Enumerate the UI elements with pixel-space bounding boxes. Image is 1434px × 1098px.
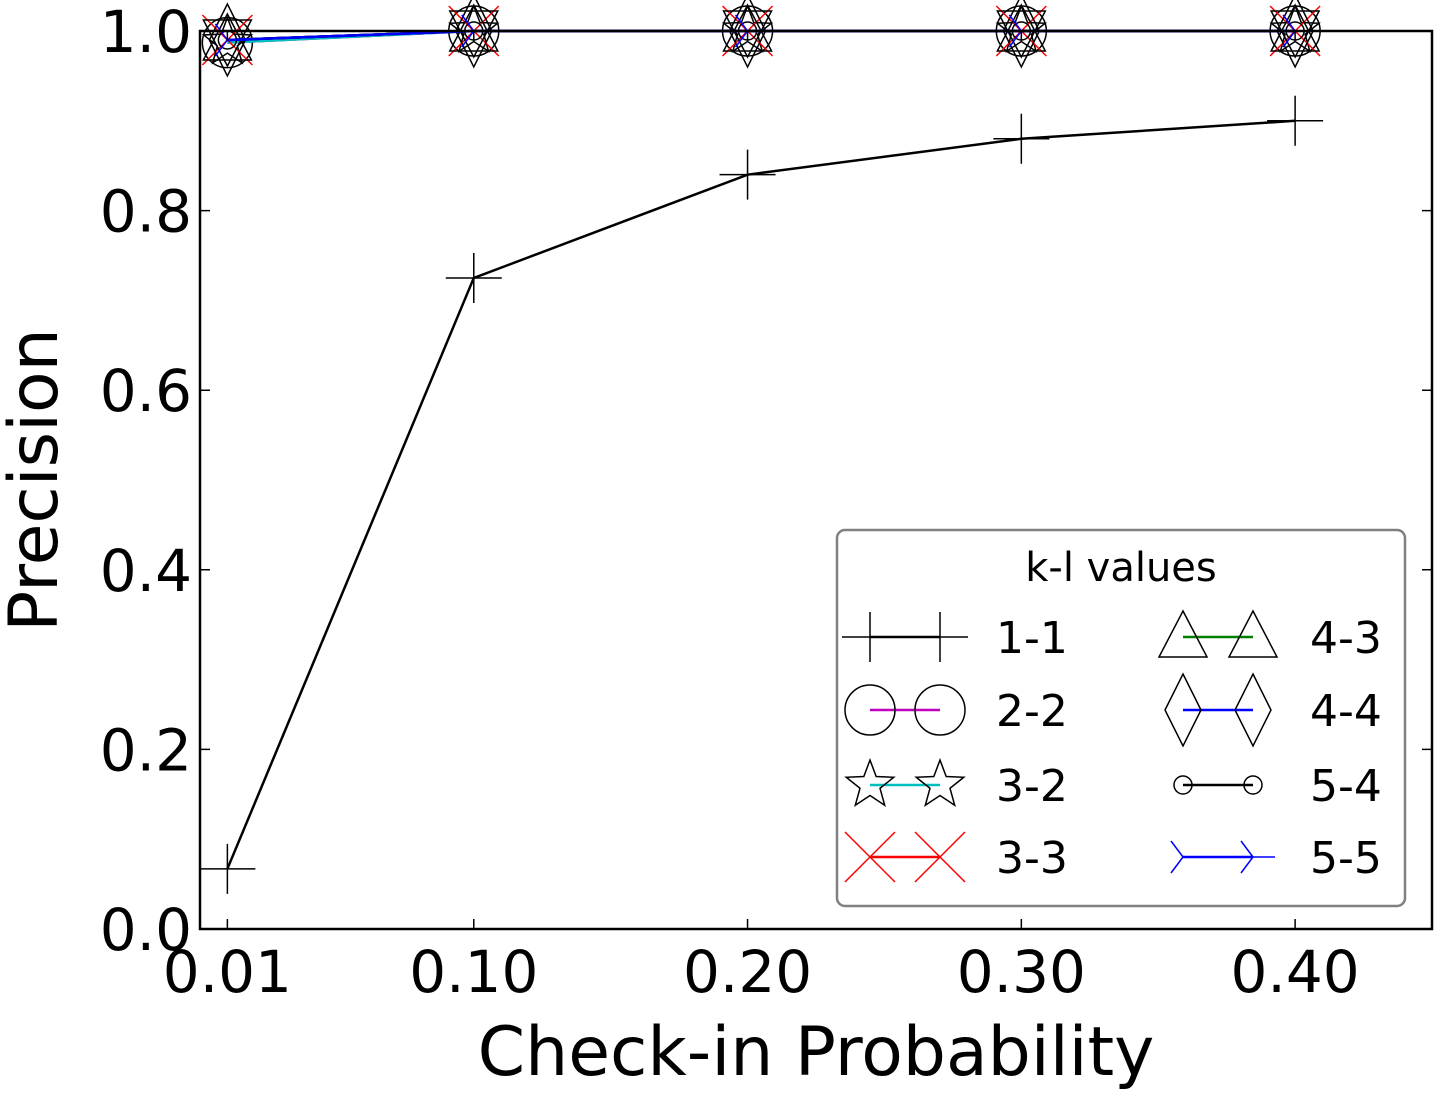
legend-marker bbox=[1227, 609, 1279, 658]
point-4-4-0.01 bbox=[208, 2, 247, 78]
legend-entry-1-1: 1-1 bbox=[842, 612, 1068, 664]
point-4-3-0.30 bbox=[996, 3, 1047, 52]
legend-entry-3-2: 3-2 bbox=[844, 757, 1068, 812]
point-3-2-0.01 bbox=[201, 15, 254, 65]
legend-marker bbox=[1243, 775, 1263, 795]
x-axis-label: Check-in Probability bbox=[478, 1013, 1155, 1092]
legend-marker bbox=[1240, 840, 1275, 874]
legend-label: 3-3 bbox=[996, 833, 1068, 884]
legend-marker bbox=[844, 831, 896, 883]
point-4-4-0.30 bbox=[1002, 0, 1041, 69]
point-4-3-0.20 bbox=[722, 3, 773, 52]
x-tick-label: 0.10 bbox=[409, 938, 538, 1006]
x-tick-label: 0.40 bbox=[1231, 938, 1360, 1006]
legend-marker bbox=[912, 612, 968, 662]
legend-entry-4-3: 4-3 bbox=[1157, 609, 1382, 664]
legend-label: 5-5 bbox=[1310, 833, 1382, 884]
legend-marker bbox=[914, 757, 966, 807]
legend-entry-4-4: 4-4 bbox=[1164, 672, 1382, 748]
point-4-3-0.40 bbox=[1269, 3, 1321, 52]
point-1-1-0.10 bbox=[445, 252, 502, 303]
legend-entry-5-5: 5-5 bbox=[1170, 833, 1382, 884]
legend-entry-2-2: 2-2 bbox=[844, 684, 1068, 737]
legend-marker bbox=[844, 757, 896, 807]
legend-marker bbox=[914, 831, 966, 883]
point-4-4-0.40 bbox=[1276, 0, 1314, 69]
y-tick-label: 1.0 bbox=[100, 0, 192, 66]
legend-marker bbox=[914, 684, 966, 736]
x-tick-label: 0.30 bbox=[957, 938, 1086, 1006]
legend-box bbox=[835, 528, 1407, 908]
legend-marker bbox=[1173, 775, 1193, 795]
y-tick-label: 0.4 bbox=[100, 537, 192, 605]
legend-title: k-l values bbox=[1025, 545, 1217, 591]
legend-marker bbox=[1234, 672, 1272, 748]
legend-label: 4-3 bbox=[1310, 613, 1382, 664]
legend-marker bbox=[1164, 672, 1202, 748]
plot-frame bbox=[198, 29, 1434, 931]
legend-marker bbox=[1170, 840, 1205, 874]
y-tick-label: 0.0 bbox=[100, 896, 192, 964]
legend: k-l values 1-1 2-2 3-2 3-3 4-3 4-4 5-4 5-5 bbox=[835, 528, 1407, 908]
y-tick-label: 0.2 bbox=[100, 716, 192, 784]
point-4-3-0.40-inv bbox=[1269, 10, 1321, 59]
point-4-3-0.10-inv bbox=[448, 10, 500, 59]
point-4-3-0.20-inv bbox=[722, 10, 773, 59]
point-4-4-0.10 bbox=[454, 0, 493, 69]
point-4-3-0.10 bbox=[448, 3, 500, 52]
x-tick-label: 0.20 bbox=[683, 938, 812, 1006]
point-4-3-0.01-inv bbox=[202, 19, 253, 68]
legend-entry-5-4: 5-4 bbox=[1173, 761, 1382, 812]
series-1-1 bbox=[199, 95, 1324, 894]
legend-label: 3-2 bbox=[996, 761, 1068, 812]
x-tick-label: 0.01 bbox=[163, 938, 292, 1006]
legend-entry-3-3: 3-3 bbox=[844, 831, 1068, 884]
legend-marker bbox=[842, 612, 898, 662]
point-4-3-0.01 bbox=[202, 12, 253, 61]
point-1-1-0.01 bbox=[199, 843, 256, 894]
point-1-1-0.40 bbox=[1267, 95, 1324, 146]
legend-label: 5-4 bbox=[1310, 761, 1382, 812]
y-tick-label: 0.6 bbox=[100, 357, 192, 425]
point-1-1-0.20 bbox=[719, 149, 776, 200]
legend-label: 4-4 bbox=[1310, 686, 1382, 737]
legend-label: 2-2 bbox=[996, 686, 1068, 737]
point-4-4-0.20 bbox=[728, 0, 767, 69]
ticks-layer: 0.01 0.10 0.20 0.30 0.40 0.0 0.2 0.4 0.6 0.8 1.0 bbox=[100, 0, 1432, 1006]
legend-label: 1-1 bbox=[996, 613, 1068, 664]
legend-marker bbox=[1157, 609, 1209, 658]
legend-marker bbox=[844, 684, 896, 736]
point-1-1-0.30 bbox=[993, 113, 1050, 164]
y-axis-label: Precision bbox=[0, 328, 74, 631]
point-4-3-0.30-inv bbox=[996, 10, 1047, 59]
y-tick-label: 0.8 bbox=[100, 178, 192, 246]
